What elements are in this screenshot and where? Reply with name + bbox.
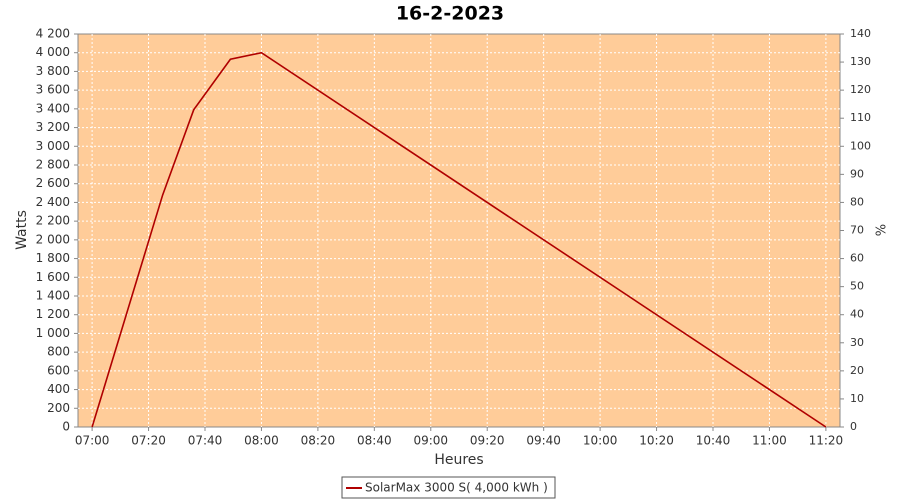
- y2-tick-label: 40: [850, 308, 864, 321]
- chart-title: 16-2-2023: [396, 3, 504, 25]
- x-tick-label: 09:40: [526, 434, 561, 448]
- y2-tick-label: 120: [850, 83, 871, 96]
- x-axis-label: Heures: [434, 452, 483, 468]
- y-tick-label: 600: [47, 363, 70, 377]
- y2-tick-label: 90: [850, 167, 864, 180]
- x-tick-label: 10:00: [583, 434, 618, 448]
- x-tick-label: 08:20: [301, 434, 336, 448]
- x-tick-label: 11:20: [809, 434, 844, 448]
- y-tick-label: 4 000: [36, 45, 70, 59]
- y2-tick-label: 140: [850, 27, 871, 40]
- y-axis-label: Watts: [14, 210, 30, 250]
- y-tick-label: 200: [47, 401, 70, 415]
- plot-area: [77, 33, 841, 428]
- y-tick-label: 1 400: [36, 289, 70, 303]
- y2-tick-label: 20: [850, 364, 864, 377]
- y-tick-label: 3 600: [36, 83, 70, 97]
- y-tick-label: 4 200: [36, 27, 70, 41]
- y-tick-label: 2 000: [36, 232, 70, 246]
- x-tick-label: 07:40: [188, 434, 223, 448]
- y2-axis-label: %: [875, 224, 890, 236]
- y-tick-label: 400: [47, 382, 70, 396]
- y-tick-label: 0: [62, 420, 70, 434]
- x-tick-label: 07:20: [131, 434, 166, 448]
- legend-label: SolarMax 3000 S( 4,000 kWh ): [365, 481, 548, 495]
- y2-tick-label: 100: [850, 139, 871, 152]
- y2-tick-label: 110: [850, 111, 871, 124]
- y-tick-label: 2 200: [36, 214, 70, 228]
- y-tick-label: 2 600: [36, 176, 70, 190]
- legend-box: [341, 476, 556, 499]
- y2-tick-label: 30: [850, 336, 864, 349]
- x-tick-label: 08:40: [357, 434, 392, 448]
- y-tick-label: 1 800: [36, 251, 70, 265]
- y2-tick-label: 60: [850, 252, 864, 265]
- x-tick-label: 09:20: [470, 434, 505, 448]
- y-tick-label: 2 400: [36, 195, 70, 209]
- y2-tick-label: 0: [850, 420, 857, 433]
- y-tick-label: 800: [47, 345, 70, 359]
- y2-tick-label: 70: [850, 224, 864, 237]
- x-tick-label: 11:00: [752, 434, 787, 448]
- line-series: [91, 51, 827, 428]
- y-tick-label: 1 600: [36, 270, 70, 284]
- y-tick-label: 3 000: [36, 139, 70, 153]
- y-tick-label: 2 800: [36, 158, 70, 172]
- x-tick-label: 07:00: [75, 434, 110, 448]
- y2-tick-label: 80: [850, 195, 864, 208]
- y2-tick-label: 130: [850, 55, 871, 68]
- x-tick-label: 10:40: [696, 434, 731, 448]
- y2-tick-label: 10: [850, 392, 864, 405]
- x-tick-label: 08:00: [244, 434, 279, 448]
- y-tick-label: 3 200: [36, 120, 70, 134]
- y-tick-label: 3 400: [36, 101, 70, 115]
- y-tick-label: 3 800: [36, 64, 70, 78]
- y-tick-label: 1 000: [36, 326, 70, 340]
- y-tick-label: 1 200: [36, 307, 70, 321]
- y2-tick-label: 50: [850, 280, 864, 293]
- x-tick-label: 10:20: [639, 434, 674, 448]
- x-tick-label: 09:00: [413, 434, 448, 448]
